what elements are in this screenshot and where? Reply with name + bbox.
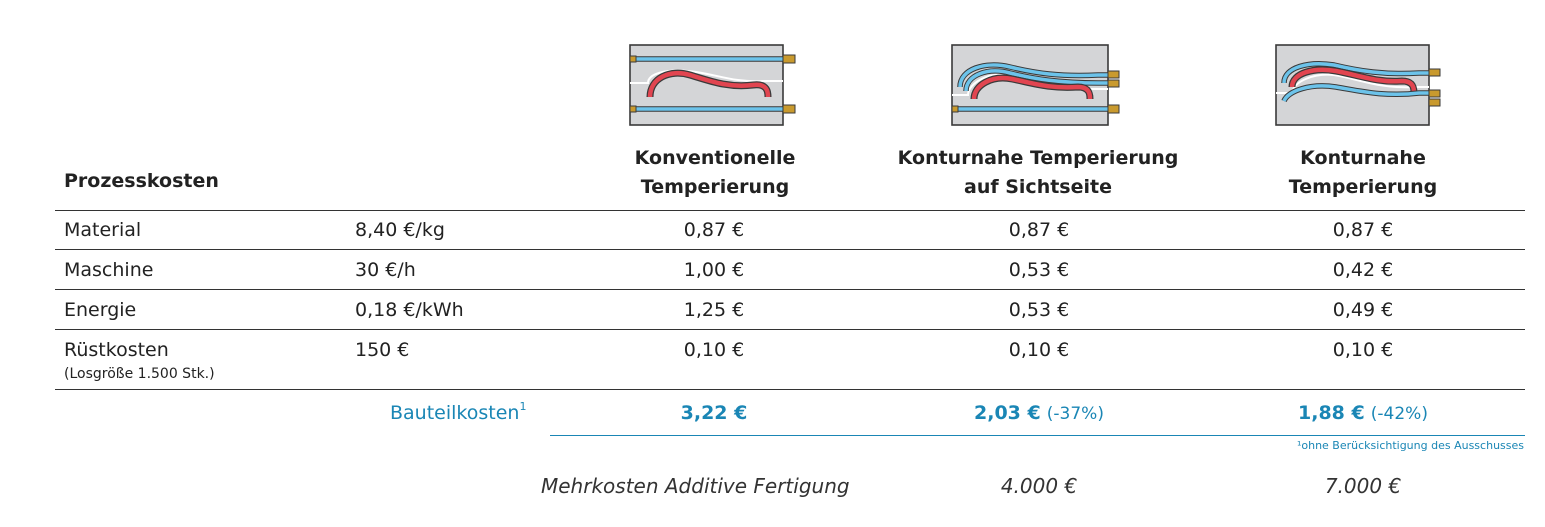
row-label: Maschine	[64, 259, 154, 281]
total-delta: (-37%)	[1046, 404, 1104, 424]
table-rule-top	[55, 210, 1525, 211]
row-label: Rüstkosten	[64, 339, 169, 361]
total-label-text: Bauteilkosten	[390, 402, 520, 424]
totals-underline	[550, 435, 1525, 436]
row-rate: 30 €/h	[355, 259, 416, 281]
total-value: 3,22 €	[564, 402, 864, 424]
total-value: 2,03 € (-37%)	[889, 402, 1189, 424]
total-label: Bauteilkosten1	[390, 400, 527, 424]
cell-value: 0,10 €	[683, 339, 745, 361]
column-header-line2: Temperierung	[1288, 176, 1438, 198]
cell-value: 0,53 €	[1008, 259, 1070, 281]
column-header-line2: auf Sichtseite	[964, 176, 1112, 198]
table-rule	[55, 289, 1525, 290]
total-amount: 3,22 €	[680, 402, 748, 424]
total-amount: 1,88 €	[1298, 402, 1365, 424]
total-value: 1,88 € (-42%)	[1213, 402, 1513, 424]
column-header-conformal: Konturnahe Temperierung	[1213, 144, 1513, 202]
column-header-line1: Konturnahe Temperierung	[897, 147, 1179, 169]
extra-costs-label: Mehrkosten Additive Fertigung	[541, 474, 850, 498]
row-rate: 0,18 €/kWh	[355, 299, 464, 321]
row-sublabel: (Losgröße 1.500 Stk.)	[64, 366, 215, 382]
row-rate: 8,40 €/kg	[355, 219, 445, 241]
row-label: Energie	[64, 299, 137, 321]
cell-value: 0,10 €	[1008, 339, 1070, 361]
cell-value: 0,53 €	[1008, 299, 1070, 321]
cell-value: 0,49 €	[1332, 299, 1394, 321]
total-delta: (-42%)	[1370, 404, 1428, 424]
column-header-line1: Konventionelle	[634, 147, 796, 169]
total-amount: 2,03 €	[974, 402, 1041, 424]
conformal-cooling-visible-side-mold-icon	[951, 44, 1120, 126]
cell-value: 0,42 €	[1332, 259, 1394, 281]
column-header-conformal-visible-side: Konturnahe Temperierung auf Sichtseite	[878, 144, 1198, 202]
footnote: ¹ohne Berücksichtigung des Ausschusses	[1296, 439, 1524, 452]
row-rate: 150 €	[355, 339, 410, 361]
column-header-line1: Konturnahe	[1300, 147, 1426, 169]
table-rule	[55, 329, 1525, 330]
conventional-cooling-mold-icon	[629, 44, 796, 126]
table-rule	[55, 249, 1525, 250]
cell-value: 0,10 €	[1332, 339, 1394, 361]
cell-value: 1,25 €	[683, 299, 745, 321]
section-title: Prozesskosten	[64, 170, 219, 192]
column-header-conventional: Konventionelle Temperierung	[565, 144, 865, 202]
column-header-line2: Temperierung	[640, 176, 790, 198]
cell-value: 0,87 €	[1332, 219, 1394, 241]
footnote-mark: 1	[519, 400, 527, 413]
extra-cost-value: 4.000 €	[1000, 474, 1078, 498]
cell-value: 0,87 €	[683, 219, 745, 241]
cell-value: 0,87 €	[1008, 219, 1070, 241]
row-label: Material	[64, 219, 142, 241]
cell-value: 1,00 €	[683, 259, 745, 281]
extra-cost-value: 7.000 €	[1324, 474, 1402, 498]
conformal-cooling-mold-icon	[1275, 44, 1441, 126]
table-rule-bottom	[55, 389, 1525, 390]
